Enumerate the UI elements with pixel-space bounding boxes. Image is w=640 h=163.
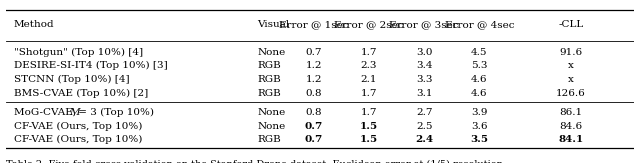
Text: 1.5: 1.5 <box>360 122 378 131</box>
Text: 0.8: 0.8 <box>305 108 322 117</box>
Text: 4.6: 4.6 <box>471 75 488 84</box>
Text: None: None <box>257 122 285 131</box>
Text: 126.6: 126.6 <box>556 89 586 97</box>
Text: 1.7: 1.7 <box>361 89 377 97</box>
Text: 1.7: 1.7 <box>361 108 377 117</box>
Text: Visual: Visual <box>257 20 289 29</box>
Text: STCNN (Top 10%) [4]: STCNN (Top 10%) [4] <box>14 75 129 84</box>
Text: "Shotgun" (Top 10%) [4]: "Shotgun" (Top 10%) [4] <box>14 47 143 57</box>
Text: MoG-CVAE,: MoG-CVAE, <box>14 108 79 117</box>
Text: 0.7: 0.7 <box>305 122 323 131</box>
Text: 3.5: 3.5 <box>470 135 488 144</box>
Text: 3.1: 3.1 <box>416 89 433 97</box>
Text: 86.1: 86.1 <box>559 108 582 117</box>
Text: 84.1: 84.1 <box>558 135 584 144</box>
Text: Table 2: Five fold cross validation on the Stanford Drone dataset. Euclidean err: Table 2: Five fold cross validation on t… <box>6 160 506 163</box>
Text: 4.6: 4.6 <box>471 89 488 97</box>
Text: 3.9: 3.9 <box>471 108 488 117</box>
Text: 2.1: 2.1 <box>361 75 377 84</box>
Text: 1.2: 1.2 <box>305 75 322 84</box>
Text: 4.5: 4.5 <box>471 48 488 57</box>
Text: RGB: RGB <box>257 75 281 84</box>
Text: Error @ 3sec: Error @ 3sec <box>389 20 459 29</box>
Text: 1.2: 1.2 <box>305 61 322 70</box>
Text: 84.6: 84.6 <box>559 122 582 131</box>
Text: 2.7: 2.7 <box>416 108 433 117</box>
Text: 1.7: 1.7 <box>361 48 377 57</box>
Text: 3.4: 3.4 <box>416 61 433 70</box>
Text: 2.5: 2.5 <box>416 122 433 131</box>
Text: None: None <box>257 48 285 57</box>
Text: None: None <box>257 108 285 117</box>
Text: 3.6: 3.6 <box>471 122 488 131</box>
Text: -CLL: -CLL <box>558 20 584 29</box>
Text: x: x <box>568 61 574 70</box>
Text: = 3 (Top 10%): = 3 (Top 10%) <box>75 108 154 117</box>
Text: 0.7: 0.7 <box>305 48 322 57</box>
Text: CF-VAE (Ours, Top 10%): CF-VAE (Ours, Top 10%) <box>14 135 142 144</box>
Text: x: x <box>568 75 574 84</box>
Text: RGB: RGB <box>257 135 281 144</box>
Text: M: M <box>69 108 80 117</box>
Text: Error @ 4sec: Error @ 4sec <box>445 20 514 29</box>
Text: 5.3: 5.3 <box>471 61 488 70</box>
Text: 91.6: 91.6 <box>559 48 582 57</box>
Text: RGB: RGB <box>257 61 281 70</box>
Text: 3.0: 3.0 <box>416 48 433 57</box>
Text: BMS-CVAE (Top 10%) [2]: BMS-CVAE (Top 10%) [2] <box>14 89 148 98</box>
Text: 1.5: 1.5 <box>360 135 378 144</box>
Text: 3.3: 3.3 <box>416 75 433 84</box>
Text: Error @ 2sec: Error @ 2sec <box>334 20 404 29</box>
Text: 0.7: 0.7 <box>305 135 323 144</box>
Text: 2.4: 2.4 <box>415 135 433 144</box>
Text: 0.8: 0.8 <box>305 89 322 97</box>
Text: DESIRE-SI-IT4 (Top 10%) [3]: DESIRE-SI-IT4 (Top 10%) [3] <box>14 61 168 70</box>
Text: CF-VAE (Ours, Top 10%): CF-VAE (Ours, Top 10%) <box>14 122 142 131</box>
Text: Error @ 1sec: Error @ 1sec <box>279 20 348 29</box>
Text: RGB: RGB <box>257 89 281 97</box>
Text: 2.3: 2.3 <box>361 61 377 70</box>
Text: Method: Method <box>14 20 54 29</box>
